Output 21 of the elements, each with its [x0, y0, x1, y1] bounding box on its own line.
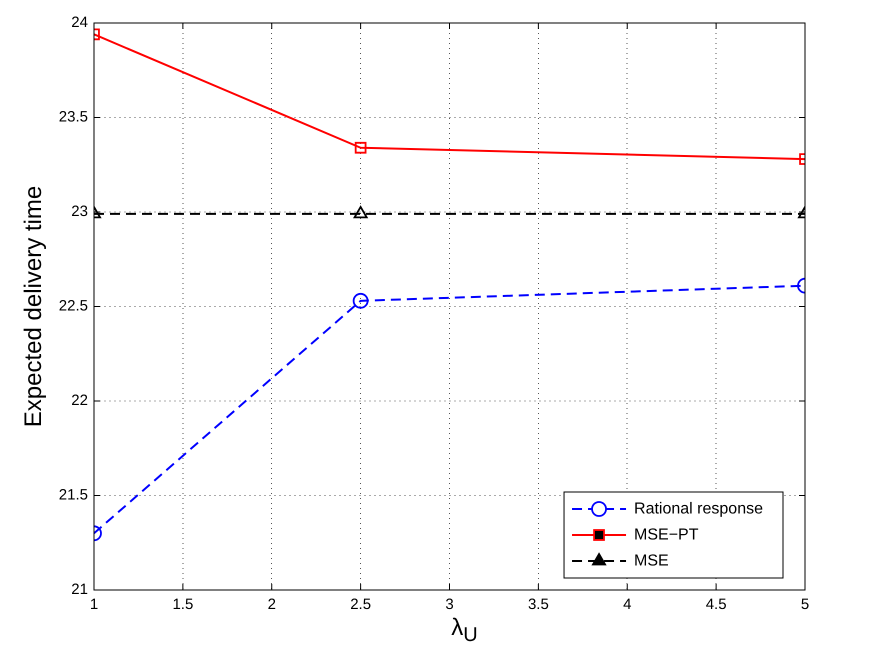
y-tick-label: 23.5	[58, 108, 88, 126]
x-tick-label: 1.5	[172, 596, 194, 614]
x-tick-label: 2	[268, 596, 276, 614]
x-tick-label: 1	[90, 596, 98, 614]
x-tick-label: 4	[623, 596, 632, 614]
legend-label: Rational response	[634, 500, 764, 518]
y-tick-label: 21.5	[58, 486, 88, 504]
y-tick-label: 24	[71, 14, 88, 32]
y-tick-label: 21	[71, 581, 88, 598]
y-tick-label: 22.5	[58, 298, 88, 315]
y-axis-title: Expected delivery time	[20, 186, 48, 428]
y-tick-label: 23	[71, 203, 88, 220]
x-tick-label: 4.5	[706, 596, 727, 614]
y-tick-label: 22	[71, 392, 88, 410]
x-tick-label: 3.5	[528, 596, 549, 614]
x-tick-label: 5	[800, 596, 810, 614]
x-tick-label: 2.5	[350, 596, 372, 614]
legend-label: MSE−PT	[634, 526, 699, 544]
x-tick-label: 3	[445, 596, 454, 614]
x-axis-title: λ$_{U}$	[450, 614, 479, 647]
legend-label: MSE	[634, 552, 669, 570]
